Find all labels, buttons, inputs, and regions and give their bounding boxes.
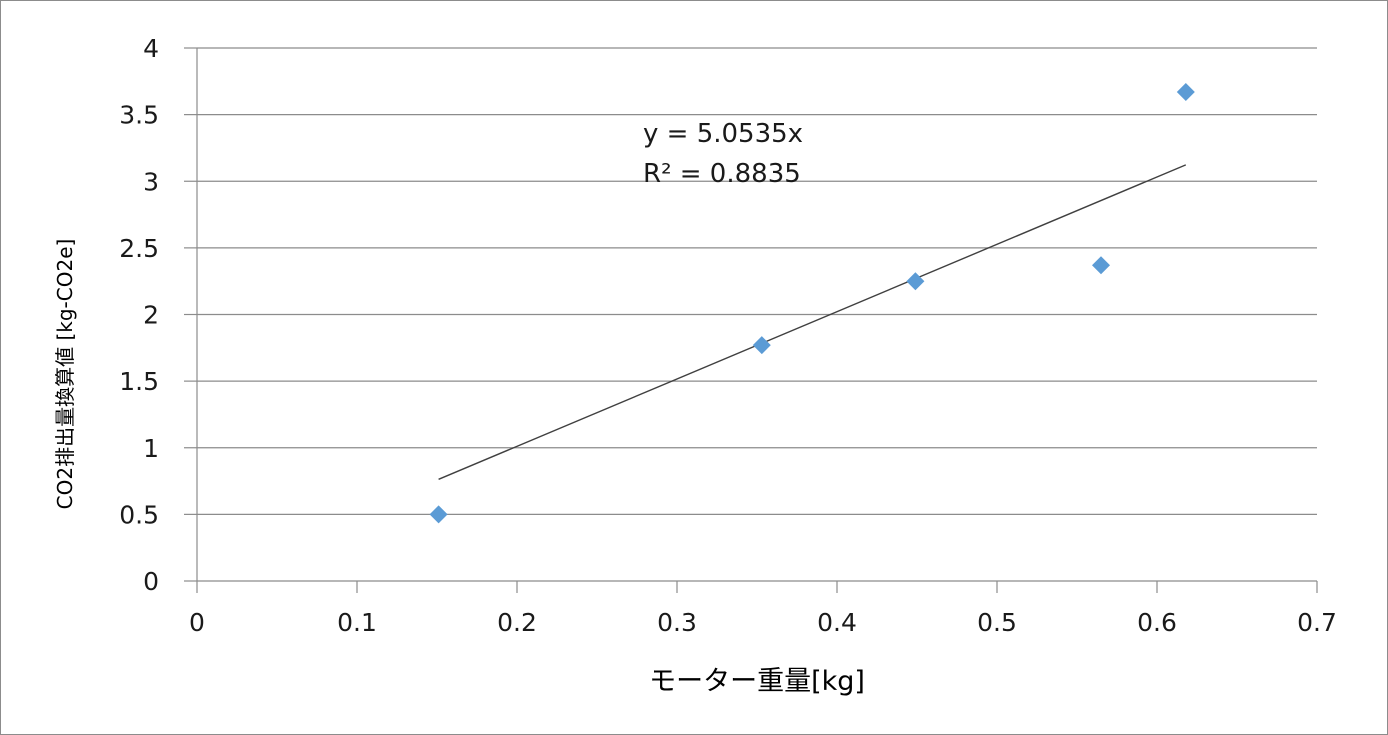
- x-tick-label: 0: [189, 608, 205, 637]
- x-tick-label: 0.7: [1297, 608, 1337, 637]
- y-tick-label: 2.5: [119, 234, 159, 263]
- x-tick-label: 0.4: [817, 608, 857, 637]
- trendline-group: [438, 164, 1187, 480]
- y-tick-label: 2: [143, 301, 159, 330]
- y-tick-label: 3.5: [119, 101, 159, 130]
- y-tick-label: 1: [143, 434, 159, 463]
- y-tick-label: 3: [143, 167, 159, 196]
- y-tick-label: 0: [143, 567, 159, 596]
- y-tick-label: 1.5: [119, 367, 159, 396]
- data-point-2: [752, 336, 771, 355]
- y-tick-label: 0.5: [119, 500, 159, 529]
- trendline: [438, 164, 1187, 480]
- x-tick-label: 0.1: [337, 608, 377, 637]
- data-point-3: [906, 272, 925, 291]
- data-points: [429, 82, 1195, 524]
- x-tick-label: 0.5: [977, 608, 1017, 637]
- y-axis-title: CO2排出量換算値 [kg-CO2e]: [53, 239, 77, 510]
- x-tick-label: 0.3: [657, 608, 697, 637]
- trendline-equation: y = 5.0535x: [643, 119, 803, 149]
- x-axis-title: モーター重量[kg]: [649, 666, 865, 697]
- x-tick-label: 0.6: [1137, 608, 1177, 637]
- y-tick-label: 4: [143, 34, 159, 63]
- trendline-r-squared: R² = 0.8835: [643, 159, 801, 189]
- data-point-5: [1176, 82, 1195, 101]
- axes: 0 0.5 1 1.5 2 2.5 3 3.5 4 0 0.1 0.2 0.3 0.4 0.5 0.6 0.7: [119, 34, 1337, 637]
- data-point-1: [429, 505, 448, 524]
- data-point-4: [1092, 256, 1110, 275]
- gridlines: [197, 47, 1317, 515]
- x-tick-label: 0.2: [497, 608, 537, 637]
